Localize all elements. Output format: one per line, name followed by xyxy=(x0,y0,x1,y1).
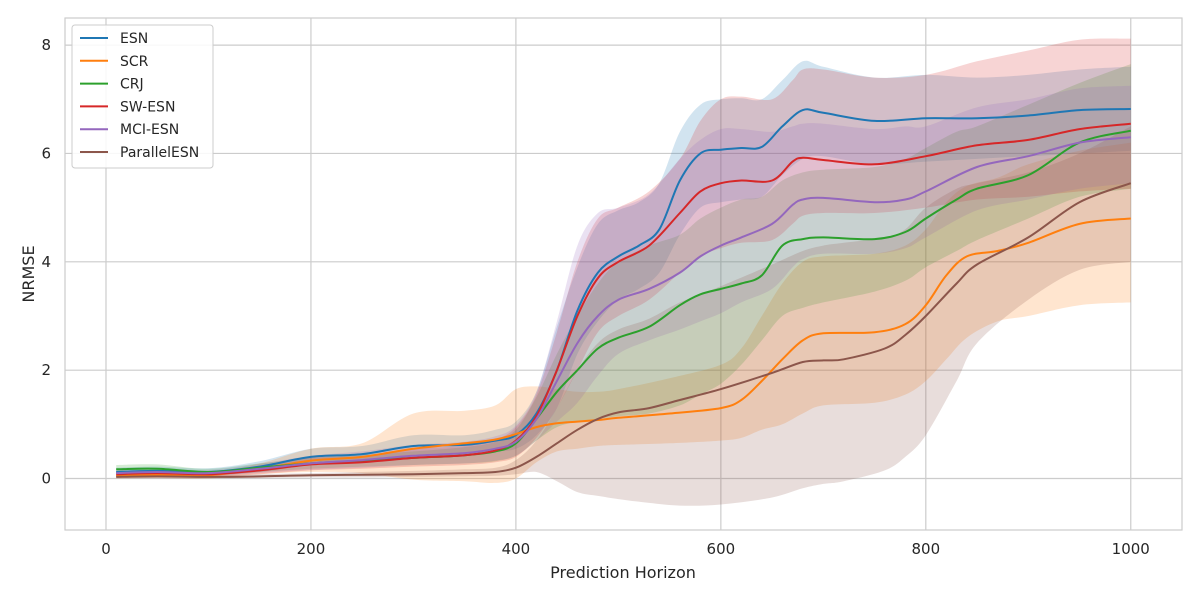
plot-background xyxy=(64,17,1183,531)
x-tick-label: 600 xyxy=(707,540,736,558)
line-sw-esn xyxy=(116,122,1131,476)
x-tick-label: 800 xyxy=(911,540,940,558)
y-axis-title: NRMSE xyxy=(19,245,38,302)
legend-label: ParallelESN xyxy=(120,145,199,161)
band-crj xyxy=(116,64,1131,476)
x-tick-label: 0 xyxy=(101,540,111,558)
band-scr xyxy=(116,142,1131,483)
legend-label: ESN xyxy=(120,31,148,47)
y-tick-label: 0 xyxy=(41,470,51,488)
line-esn xyxy=(116,108,1131,474)
y-tick-label: 8 xyxy=(41,36,51,54)
line-mci-esn xyxy=(116,136,1131,475)
band-parallelesn xyxy=(116,126,1131,506)
band-sw-esn xyxy=(116,38,1131,478)
legend-label: CRJ xyxy=(120,77,144,93)
legend-label: MCI-ESN xyxy=(120,122,179,138)
line-scr xyxy=(116,217,1131,477)
y-tick-label: 2 xyxy=(41,361,51,379)
x-tick-label: 200 xyxy=(297,540,326,558)
band-esn xyxy=(116,60,1131,476)
legend-label: SCR xyxy=(120,54,149,70)
x-axis-title: Prediction Horizon xyxy=(550,563,696,582)
grid-lines xyxy=(65,18,1182,530)
series-lines xyxy=(116,108,1132,478)
line-parallelesn xyxy=(116,182,1132,478)
y-tick-label: 4 xyxy=(41,253,51,271)
x-tick-label: 400 xyxy=(502,540,531,558)
legend-label: SW-ESN xyxy=(120,99,175,115)
legend: ESN SCR CRJ SW-ESN MCI-ESN ParallelESN xyxy=(71,24,214,169)
y-tick-label: 6 xyxy=(41,144,51,162)
band-mci-esn xyxy=(116,85,1131,477)
y-axis-ticks: 0 2 4 6 8 xyxy=(41,36,51,487)
x-tick-label: 1000 xyxy=(1112,540,1150,558)
x-axis-ticks: 0 200 400 600 800 1000 xyxy=(101,540,1150,558)
confidence-bands xyxy=(116,38,1131,506)
